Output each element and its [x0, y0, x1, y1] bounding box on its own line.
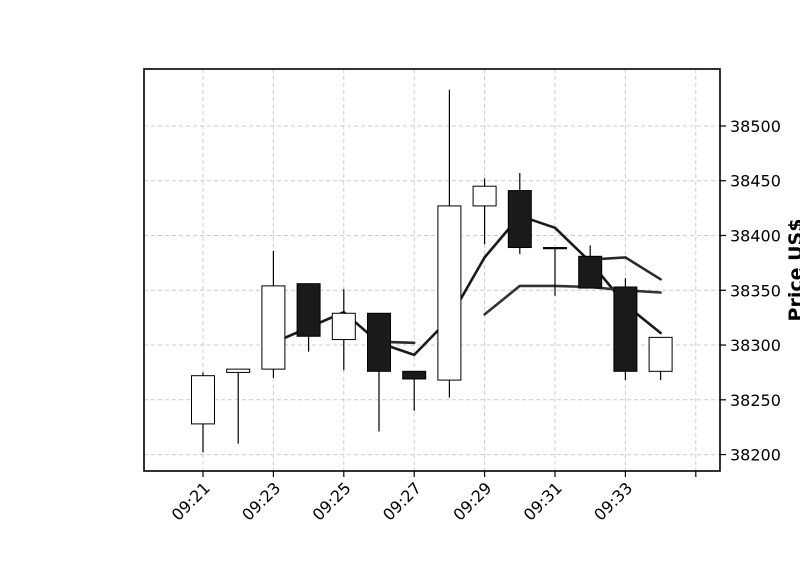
candle-body-up: [331, 312, 356, 341]
candle: [472, 178, 497, 245]
candle-body-up: [261, 285, 286, 370]
candle-body-down: [507, 190, 532, 249]
candle: [437, 89, 462, 398]
candle: [578, 245, 603, 289]
y-tick-label: 38300: [730, 336, 781, 355]
candle-body-down: [367, 312, 391, 372]
candle: [402, 370, 427, 411]
x-tick-label: 09:21: [168, 478, 214, 524]
candle: [543, 247, 567, 296]
y-tick-label: 38250: [730, 391, 781, 410]
y-tick-label: 38400: [730, 226, 781, 245]
candle: [507, 173, 532, 255]
candle-body-down: [578, 255, 603, 289]
series-line: [272, 214, 662, 357]
candle-body-up: [226, 368, 251, 373]
candle-body-up: [648, 336, 673, 372]
plot-frame: [143, 68, 721, 472]
candles: [191, 89, 673, 453]
y-tick-label: 38500: [730, 117, 781, 136]
x-tick-label: 09:33: [590, 478, 636, 524]
y-axis-label: Price US$: [785, 219, 800, 322]
candle: [191, 372, 215, 453]
candle-body-up: [191, 375, 215, 425]
moving-average-lines: [272, 214, 662, 357]
grid-lines: [144, 69, 720, 471]
candle: [367, 312, 391, 432]
x-tick-label: 09:27: [379, 478, 425, 524]
candle: [648, 336, 673, 381]
candle-body-up: [472, 185, 497, 207]
y-tick-label: 38350: [730, 281, 781, 300]
y-tick-label: 38200: [730, 446, 781, 465]
x-axis: 09:21 09:23 09:25 09:27 09:29 09:31 09:33: [168, 471, 697, 524]
candle: [296, 283, 321, 352]
candle: [331, 289, 356, 371]
candle: [613, 278, 638, 381]
candle-body-up: [437, 205, 462, 381]
x-tick-label: 09:25: [309, 478, 355, 524]
candle-body-down: [613, 286, 638, 372]
x-tick-label: 09:29: [449, 478, 495, 524]
candle: [226, 368, 251, 444]
candle: [261, 250, 286, 378]
y-axis: 38200 38250 38300 38350 38400 38450 38500: [720, 117, 781, 465]
candle-body-down: [296, 283, 321, 337]
y-tick-label: 38450: [730, 172, 781, 191]
x-tick-label: 09:31: [520, 478, 566, 524]
candle-body-down: [402, 370, 427, 380]
x-tick-label: 09:23: [238, 478, 284, 524]
candle-body-down: [543, 247, 567, 250]
